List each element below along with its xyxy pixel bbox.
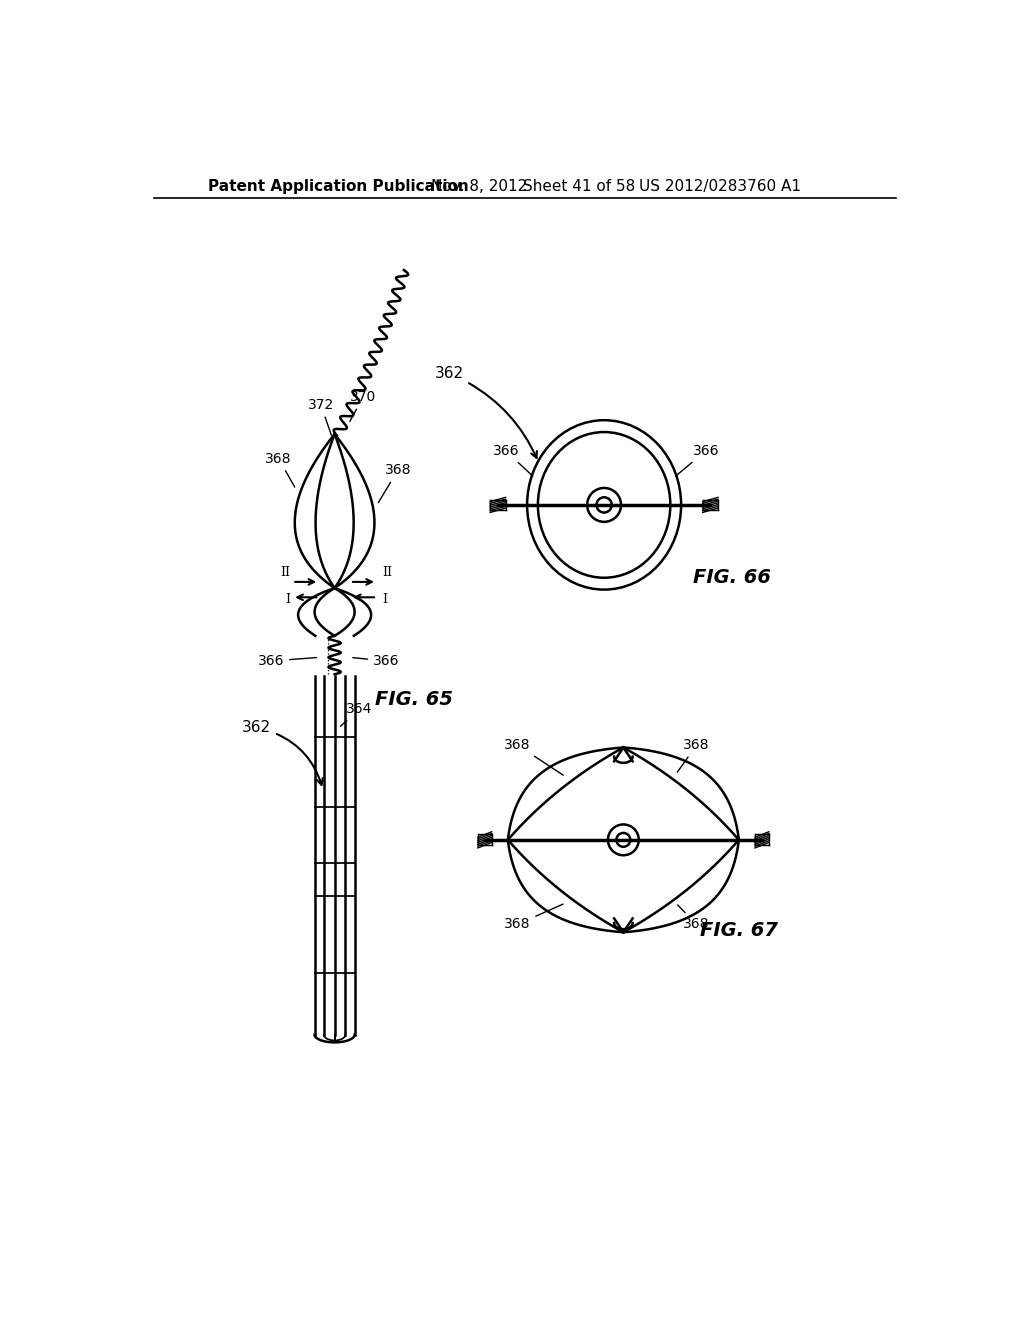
Text: 366: 366 bbox=[676, 444, 719, 477]
Text: 362: 362 bbox=[243, 719, 323, 785]
Text: 370: 370 bbox=[350, 389, 376, 421]
Text: I: I bbox=[285, 594, 290, 606]
Text: 364: 364 bbox=[341, 702, 373, 726]
Text: 368: 368 bbox=[379, 463, 412, 503]
Text: 368: 368 bbox=[504, 904, 563, 932]
Text: US 2012/0283760 A1: US 2012/0283760 A1 bbox=[639, 180, 801, 194]
Text: 372: 372 bbox=[307, 397, 334, 436]
Text: 368: 368 bbox=[678, 906, 710, 932]
Text: 368: 368 bbox=[265, 451, 295, 487]
Text: I: I bbox=[382, 594, 387, 606]
Text: II: II bbox=[382, 566, 392, 578]
Text: FIG. 65: FIG. 65 bbox=[376, 690, 454, 709]
Text: II: II bbox=[280, 566, 290, 578]
Text: 368: 368 bbox=[677, 738, 710, 772]
Text: 366: 366 bbox=[258, 655, 316, 668]
Text: 362: 362 bbox=[435, 366, 537, 458]
Text: FIG. 67: FIG. 67 bbox=[700, 921, 778, 940]
Text: Sheet 41 of 58: Sheet 41 of 58 bbox=[523, 180, 636, 194]
Text: FIG. 66: FIG. 66 bbox=[692, 569, 771, 587]
Text: Nov. 8, 2012: Nov. 8, 2012 bbox=[431, 180, 527, 194]
Text: 368: 368 bbox=[504, 738, 563, 775]
Text: 366: 366 bbox=[493, 444, 532, 477]
Text: Patent Application Publication: Patent Application Publication bbox=[208, 180, 468, 194]
Text: 366: 366 bbox=[353, 655, 399, 668]
